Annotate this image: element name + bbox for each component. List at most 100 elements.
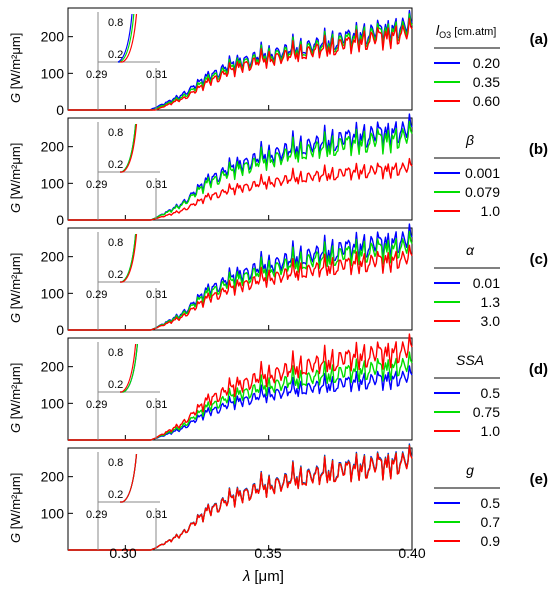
inset-x-tick-label-1: 0.31	[146, 399, 167, 411]
legend: α 0.01 1.3 3.0	[434, 242, 500, 329]
y-tick-label-0: 0	[56, 102, 64, 118]
inset-y-tick-label-0: 0.8	[108, 17, 123, 29]
panel-2: 0 100 200 G [W/m²μm] 0.8 0.20.29 0.31 (c) α 0.01 1…	[8, 223, 548, 338]
inset-y-tick-label-1: 0.2	[108, 269, 123, 281]
legend-label-2: 0.9	[481, 533, 501, 549]
series-line-2	[68, 445, 413, 551]
series-line-2	[68, 333, 413, 441]
legend: g 0.5 0.7 0.9	[434, 462, 500, 549]
inset-series-line-2	[120, 13, 138, 63]
panel-0: 0 100 200 G [W/m²μm] 0.8 0.20.29 0.31 (a) lO3 [c…	[8, 7, 548, 118]
legend-label-1: 0.079	[465, 184, 500, 200]
inset-x-tick-label-1: 0.31	[146, 289, 167, 301]
panel-3: 100 200 G [W/m²μm] 0.8 0.20.29 0.31 (d) SSA 0.5 0…	[8, 333, 548, 441]
y-tick-label-2: 200	[41, 29, 65, 45]
legend-label-1: 1.3	[481, 294, 501, 310]
series-line-2	[68, 244, 413, 331]
legend: SSA 0.5 0.75 1.0	[434, 352, 500, 439]
y-tick-label-2: 200	[41, 139, 65, 155]
legend-label-2: 3.0	[481, 313, 501, 329]
plot-frame	[67, 117, 413, 221]
series-line-2	[68, 17, 413, 111]
legend-label-2: 0.60	[473, 93, 500, 109]
x-axis-label: λ [μm]	[242, 568, 284, 585]
y-axis-label: G [W/m²μm]	[8, 143, 23, 213]
inset-series-line-1	[120, 343, 138, 393]
legend-label-0: 0.5	[481, 385, 501, 401]
inset-series-line-2	[120, 343, 137, 393]
legend-label-0: 0.20	[473, 55, 500, 71]
x-tick-label-2: 0.40	[398, 545, 425, 561]
panel-letter: (e)	[530, 471, 548, 488]
inset-y-tick-label-0: 0.8	[108, 347, 123, 359]
legend-label-0: 0.01	[473, 275, 500, 291]
legend-title: α	[466, 242, 475, 258]
panel-letter: (c)	[530, 251, 548, 268]
y-tick-label-1: 100	[41, 65, 65, 81]
inset-1: 0.8 0.20.29 0.31	[86, 122, 167, 220]
legend: lO3 [cm.atm] 0.20 0.35 0.60	[434, 22, 500, 109]
legend-label-0: 0.001	[465, 165, 500, 181]
panel-letter: (d)	[529, 361, 548, 378]
plot-frame	[67, 227, 413, 331]
legend-title: SSA	[456, 352, 484, 368]
inset-x-tick-label-0: 0.29	[86, 289, 107, 301]
series-line-2	[68, 157, 413, 221]
y-tick-label-1: 200	[41, 359, 65, 375]
y-axis-label: G [W/m²μm]	[8, 363, 23, 433]
y-axis-label: G [W/m²μm]	[8, 253, 23, 323]
x-tick-label-0: 0.30	[109, 545, 136, 561]
inset-background	[98, 122, 160, 178]
inset-3: 0.8 0.20.29 0.31	[86, 342, 167, 440]
inset-series-line-1	[119, 13, 135, 63]
y-axis-label: G [W/m²μm]	[8, 473, 23, 543]
panel-4: 100 200 G [W/m²μm] 0.8 0.20.29 0.31 (e) g 0.5 0.7…	[8, 443, 548, 551]
plot-frame	[67, 7, 413, 111]
inset-x-tick-label-1: 0.31	[146, 69, 167, 81]
plot-frame	[67, 337, 413, 441]
inset-series-line-2	[120, 123, 138, 173]
legend: β 0.001 0.079 1.0	[434, 132, 500, 219]
legend-label-1: 0.7	[481, 514, 501, 530]
panel-letter: (a)	[530, 31, 548, 48]
y-tick-label-0: 0	[56, 212, 64, 228]
inset-series-line-2	[120, 233, 138, 283]
y-tick-label-2: 200	[41, 249, 65, 265]
legend-title: β	[465, 132, 474, 148]
legend-label-1: 0.75	[473, 404, 500, 420]
inset-y-tick-label-0: 0.8	[108, 457, 123, 469]
legend-label-2: 1.0	[481, 203, 501, 219]
y-tick-label-1: 100	[41, 175, 65, 191]
legend-title: g	[466, 462, 474, 478]
plot-frame	[67, 447, 413, 551]
panel-letter: (b)	[529, 141, 548, 158]
inset-2: 0.8 0.20.29 0.31	[86, 232, 167, 330]
x-tick-label-1: 0.35	[254, 545, 281, 561]
inset-y-tick-label-1: 0.2	[108, 159, 123, 171]
inset-y-tick-label-1: 0.2	[108, 489, 123, 501]
inset-series-line-2	[120, 453, 138, 503]
inset-series-line-0	[117, 13, 133, 63]
y-tick-label-0: 100	[41, 505, 65, 521]
legend-label-2: 1.0	[481, 423, 501, 439]
inset-4: 0.8 0.20.29 0.31	[86, 452, 167, 550]
legend-label-1: 0.35	[473, 74, 500, 90]
x-axis-symbol: λ	[242, 568, 250, 585]
inset-x-tick-label-0: 0.29	[86, 179, 107, 191]
inset-background	[98, 452, 160, 508]
inset-y-tick-label-1: 0.2	[108, 379, 123, 391]
y-tick-label-0: 0	[56, 322, 64, 338]
panel-1: 0 100 200 G [W/m²μm] 0.8 0.20.29 0.31 (b) β 0.001…	[8, 113, 548, 228]
inset-background	[98, 232, 160, 288]
x-axis-unit: [μm]	[254, 568, 283, 585]
inset-x-tick-label-0: 0.29	[86, 509, 107, 521]
inset-x-tick-label-1: 0.31	[146, 179, 167, 191]
inset-y-tick-label-1: 0.2	[108, 49, 123, 61]
inset-y-tick-label-0: 0.8	[108, 127, 123, 139]
legend-title: lO3 [cm.atm]	[436, 22, 496, 40]
legend-label-0: 0.5	[481, 495, 501, 511]
inset-background	[98, 342, 160, 398]
inset-x-tick-label-1: 0.31	[146, 509, 167, 521]
